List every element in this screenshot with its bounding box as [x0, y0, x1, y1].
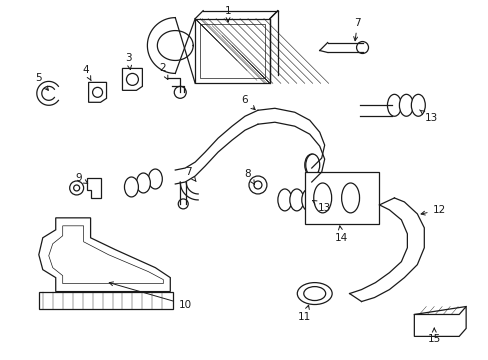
Circle shape [126, 73, 138, 85]
Text: 14: 14 [334, 226, 347, 243]
Ellipse shape [313, 183, 331, 213]
Ellipse shape [124, 177, 138, 197]
Text: 5: 5 [36, 73, 48, 90]
Text: 4: 4 [82, 66, 91, 81]
Bar [304, 172, 379, 224]
Circle shape [92, 87, 102, 97]
Bar [200, 24, 264, 78]
Circle shape [74, 185, 80, 191]
Text: 7: 7 [353, 18, 360, 41]
Text: 9: 9 [75, 173, 87, 184]
Bar [195, 19, 269, 84]
Ellipse shape [304, 154, 318, 176]
Ellipse shape [410, 94, 425, 116]
Polygon shape [122, 68, 142, 90]
Circle shape [174, 86, 186, 98]
Text: 10: 10 [109, 282, 191, 310]
Text: 2: 2 [159, 63, 167, 80]
Circle shape [253, 181, 262, 189]
Text: 1: 1 [224, 6, 231, 22]
Ellipse shape [301, 189, 315, 211]
Ellipse shape [289, 189, 303, 211]
Ellipse shape [305, 154, 319, 176]
Ellipse shape [386, 94, 401, 116]
Circle shape [356, 41, 368, 54]
Ellipse shape [303, 287, 325, 301]
Ellipse shape [277, 189, 291, 211]
Text: 8: 8 [244, 169, 254, 184]
Text: 12: 12 [420, 205, 445, 215]
Text: 3: 3 [125, 54, 131, 69]
Circle shape [69, 181, 83, 195]
Text: 11: 11 [298, 305, 311, 323]
Circle shape [248, 176, 266, 194]
Text: 13: 13 [312, 201, 331, 213]
Polygon shape [413, 306, 465, 336]
Text: 7: 7 [184, 167, 196, 181]
Text: 6: 6 [241, 95, 255, 110]
Bar [39, 292, 173, 310]
Ellipse shape [297, 283, 331, 305]
Ellipse shape [148, 169, 162, 189]
Polygon shape [39, 218, 170, 292]
Text: 15: 15 [427, 328, 440, 345]
Circle shape [178, 199, 188, 209]
Polygon shape [88, 82, 106, 102]
Ellipse shape [341, 183, 359, 213]
Ellipse shape [399, 94, 412, 116]
Polygon shape [86, 178, 101, 198]
Ellipse shape [136, 173, 150, 193]
Text: 13: 13 [419, 110, 437, 123]
